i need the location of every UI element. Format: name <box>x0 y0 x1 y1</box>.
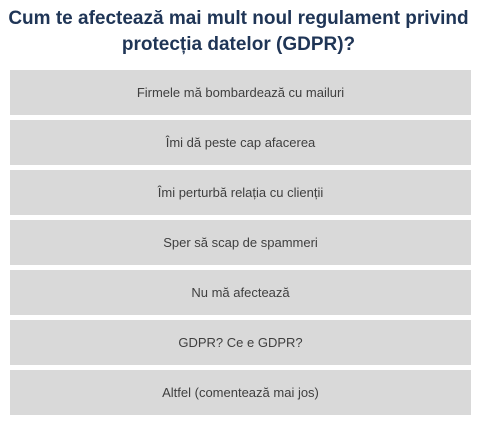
poll-question: Cum te afectează mai mult noul regulamen… <box>0 6 477 58</box>
poll-option-what-is-gdpr[interactable]: GDPR? Ce e GDPR? <box>10 320 471 365</box>
poll-option-label: Altfel (comentează mai jos) <box>162 385 319 400</box>
poll-options-list: Firmele mă bombardează cu mailuri Îmi dă… <box>10 70 471 420</box>
poll-option-not-affected[interactable]: Nu mă afectează <box>10 270 471 315</box>
poll-option-emails[interactable]: Firmele mă bombardează cu mailuri <box>10 70 471 115</box>
poll-option-business[interactable]: Îmi dă peste cap afacerea <box>10 120 471 165</box>
poll-option-label: Nu mă afectează <box>191 285 290 300</box>
poll-option-label: Firmele mă bombardează cu mailuri <box>136 85 345 100</box>
poll-option-clients[interactable]: Îmi perturbă relația cu clienții <box>10 170 471 215</box>
poll-question-line-2: protecția datelor (GDPR)? <box>121 34 356 55</box>
poll-option-spammers[interactable]: Sper să scap de spammeri <box>10 220 471 265</box>
poll-option-label: Îmi dă peste cap afacerea <box>165 135 316 150</box>
poll-option-label: Sper să scap de spammeri <box>163 235 318 250</box>
poll-option-label: GDPR? Ce e GDPR? <box>178 335 303 350</box>
poll-option-label: Îmi perturbă relația cu clienții <box>157 185 324 200</box>
poll-question-line-1: Cum te afectează mai mult noul regulamen… <box>8 8 469 29</box>
poll-option-other[interactable]: Altfel (comentează mai jos) <box>10 370 471 415</box>
